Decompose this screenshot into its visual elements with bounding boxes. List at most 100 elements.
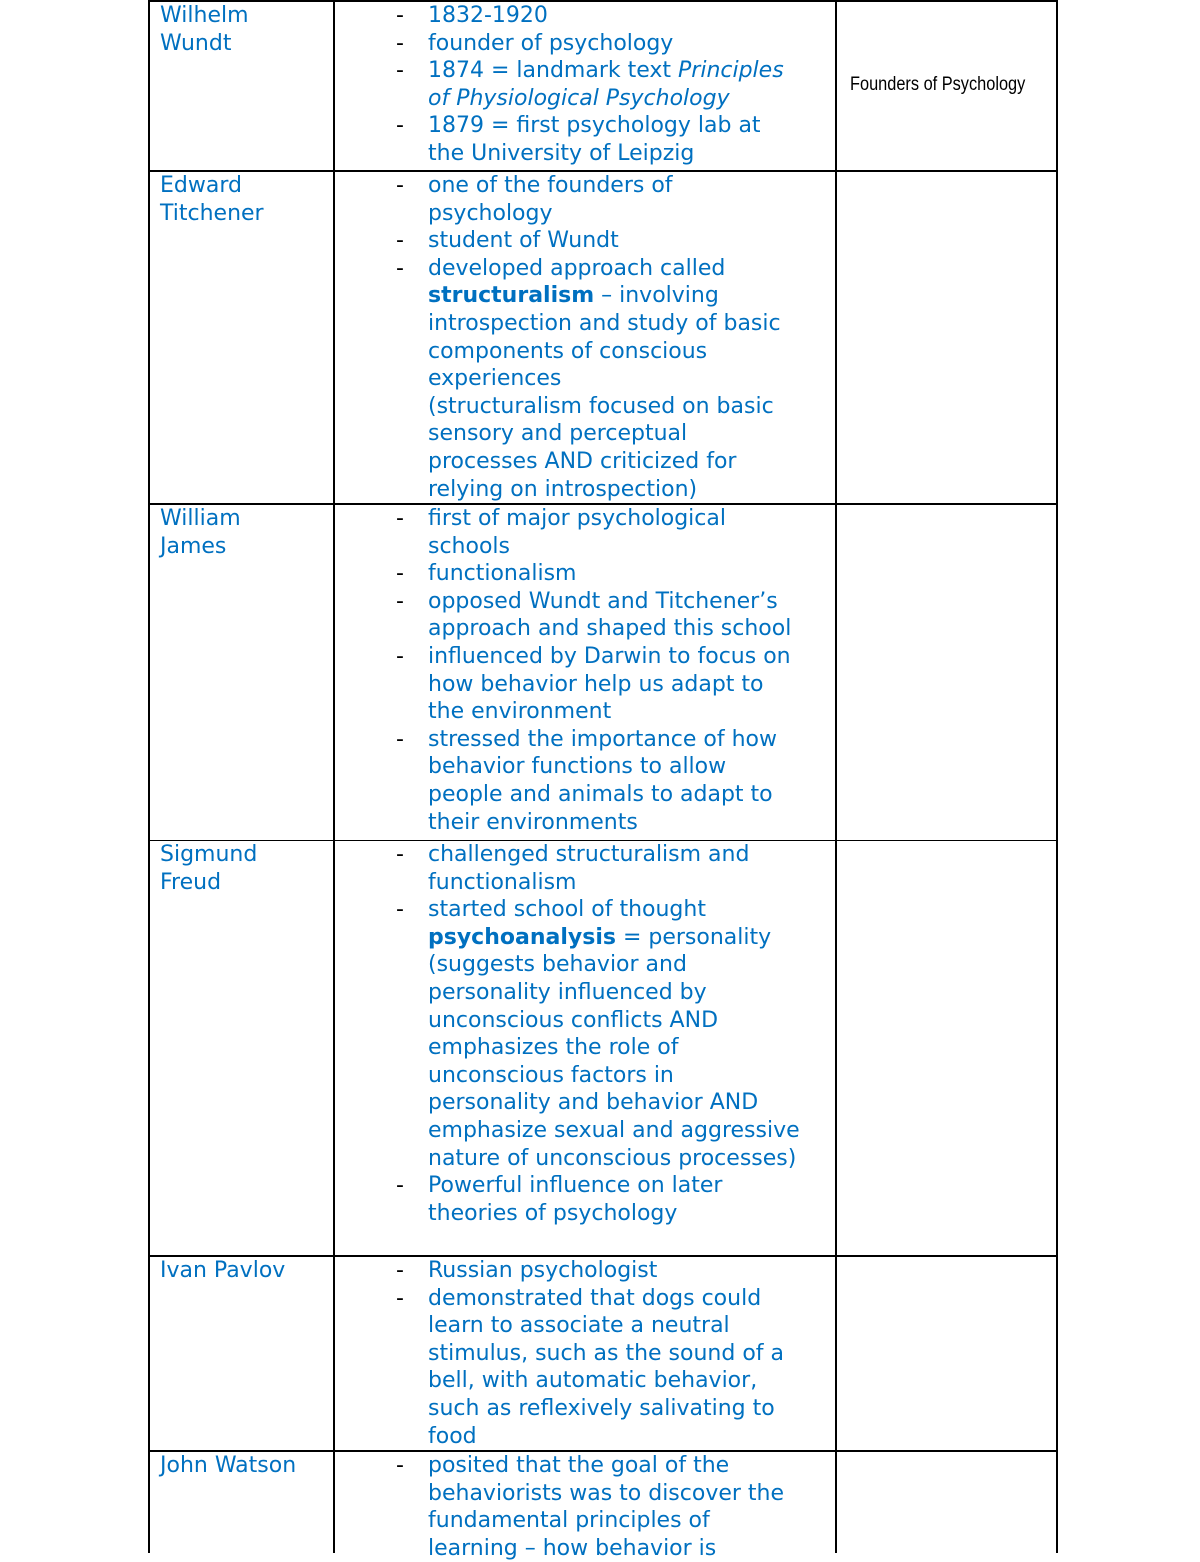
text-segment: processes AND criticized for — [428, 448, 737, 474]
bullet-line: how behavior help us adapt to — [428, 671, 836, 699]
bullet-line: processes AND criticized for — [428, 448, 836, 476]
bullet-line: sensory and perceptual — [428, 420, 836, 448]
text-segment: theories of psychology — [428, 1200, 678, 1226]
bullet-line: unconscious factors in — [428, 1062, 836, 1090]
bullet-item: - challenged structuralism and functionali… — [396, 841, 836, 896]
bullet-item: - influenced by Darwin to focus on how beh… — [396, 643, 836, 726]
bullet-line: demonstrated that dogs could — [428, 1285, 836, 1313]
text-segment: (suggests behavior and — [428, 952, 687, 978]
founder-name-line: James — [160, 534, 227, 559]
text-segment: founder of psychology — [428, 30, 674, 56]
bullet-item: - Powerful influence on later theories of … — [396, 1172, 836, 1227]
bullet-line: their environments — [428, 809, 836, 837]
bullet-item: - stressed the importance of how behavior … — [396, 726, 836, 836]
bullet-item: - first of major psychological schools — [396, 505, 836, 560]
text-segment: psychology — [428, 200, 553, 226]
bullet-item: - Russian psychologist — [396, 1257, 836, 1285]
bullet-line: such as reflexively salivating to — [428, 1395, 836, 1423]
bullet-line: functionalism — [428, 560, 836, 588]
bullet-dash: - — [396, 726, 404, 752]
bullet-line: Russian psychologist — [428, 1257, 836, 1285]
bullet-line: food — [428, 1423, 836, 1451]
bullet-line: theories of psychology — [428, 1200, 836, 1228]
text-segment: started school of thought — [428, 897, 706, 923]
bold-term: structuralism — [428, 283, 595, 309]
founder-name: John Watson — [160, 1452, 330, 1480]
text-segment: food — [428, 1423, 477, 1449]
text-segment: fundamental principles of — [428, 1508, 710, 1534]
bullet-line: psychology — [428, 200, 836, 228]
bullet-dash: - — [396, 842, 404, 867]
text-segment: influenced by Darwin to focus on — [428, 643, 791, 669]
text-segment: 1832-1920 — [428, 3, 548, 28]
bullet-dash: - — [396, 30, 404, 56]
text-segment: personality influenced by — [428, 979, 707, 1005]
text-segment: – involving — [594, 283, 719, 309]
bullet-item: - founder of psychology — [396, 30, 836, 58]
bullet-item: - one of the founders of psychology — [396, 172, 836, 227]
text-segment: personality and behavior AND — [428, 1090, 759, 1116]
bullet-line: nature of unconscious processes) — [428, 1145, 836, 1173]
text-segment: their environments — [428, 809, 638, 835]
text-segment: 1879 = first psychology lab at — [428, 113, 761, 139]
text-segment: approach and shaped this school — [428, 616, 792, 642]
founder-notes: - challenged structuralism and functionali… — [396, 841, 836, 1227]
bullet-line: posited that the goal of the — [428, 1452, 836, 1480]
bullet-item: -1874 = landmark text Principles of Physi… — [396, 57, 836, 112]
bullet-line: personality influenced by — [428, 979, 836, 1007]
text-segment: emphasize sexual and aggressive — [428, 1117, 800, 1143]
column-divider — [835, 0, 837, 1553]
founder-name-line: Wilhelm — [160, 3, 249, 28]
text-segment: unconscious conflicts AND — [428, 1007, 719, 1033]
text-segment: emphasizes the role of — [428, 1035, 679, 1061]
bullet-line: people and animals to adapt to — [428, 781, 836, 809]
founder-name: Wilhelm Wundt — [160, 2, 330, 58]
bullet-line: approach and shaped this school — [428, 615, 836, 643]
text-segment: the University of Leipzig — [428, 140, 695, 166]
founder-name: Edward Titchener — [160, 172, 330, 228]
bullet-line: (suggests behavior and — [428, 951, 836, 979]
founder-name-line: John Watson — [160, 1453, 297, 1478]
bullet-line: of Physiological Psychology — [428, 85, 836, 113]
bullet-item: - posited that the goal of the behaviorist… — [396, 1452, 836, 1562]
text-segment: (structuralism focused on basic — [428, 393, 774, 419]
text-segment: one of the founders of — [428, 173, 673, 198]
text-segment: components of conscious — [428, 338, 708, 364]
founder-name: William James — [160, 505, 330, 561]
text-segment: behavior functions to allow — [428, 754, 727, 780]
table-row: Ivan Pavlov - Russian psychologist - demonst… — [148, 1255, 1058, 1450]
bullet-item: -1879 = first psychology lab at the Unive… — [396, 112, 836, 167]
bullet-line: the environment — [428, 698, 836, 726]
bullet-line: psychoanalysis = personality — [428, 924, 836, 952]
text-segment: unconscious factors in — [428, 1062, 674, 1088]
text-segment: Powerful influence on later — [428, 1173, 723, 1199]
bullet-line: one of the founders of — [428, 172, 836, 200]
text-segment: = personality — [615, 924, 772, 950]
founder-name-line: Freud — [160, 870, 222, 895]
bullet-line: founder of psychology — [428, 30, 836, 58]
founder-name-line: Sigmund — [160, 842, 258, 867]
bullet-line: emphasize sexual and aggressive — [428, 1117, 836, 1145]
founder-name: Ivan Pavlov — [160, 1257, 330, 1285]
bullet-line: Powerful influence on later — [428, 1172, 836, 1200]
bullet-line: influenced by Darwin to focus on — [428, 643, 836, 671]
founder-notes: -1832-1920- founder of psychology -1874 = … — [396, 2, 836, 168]
founder-notes: - one of the founders of psychology - studen… — [396, 172, 836, 503]
bullet-line: structuralism – involving — [428, 282, 836, 310]
bullet-line: fundamental principles of — [428, 1507, 836, 1535]
bullet-line: first of major psychological — [428, 505, 836, 533]
founder-name-line: Edward — [160, 173, 242, 198]
bullet-line: the University of Leipzig — [428, 140, 836, 168]
column-divider — [333, 0, 335, 1553]
bullet-item: - started school of thought psychoanalysis… — [396, 896, 836, 1172]
bullet-line: relying on introspection) — [428, 476, 836, 504]
bullet-line: (structuralism focused on basic — [428, 393, 836, 421]
bullet-line: learn to associate a neutral — [428, 1312, 836, 1340]
text-segment: functionalism — [428, 561, 577, 587]
text-segment: opposed Wundt and Titchener’s — [428, 588, 778, 614]
bullet-item: -1832-1920 — [396, 2, 836, 30]
text-segment: sensory and perceptual — [428, 421, 688, 447]
founder-notes: - Russian psychologist - demonstrated that … — [396, 1257, 836, 1450]
founder-name-line: Ivan Pavlov — [160, 1258, 286, 1283]
text-segment: the environment — [428, 699, 612, 725]
